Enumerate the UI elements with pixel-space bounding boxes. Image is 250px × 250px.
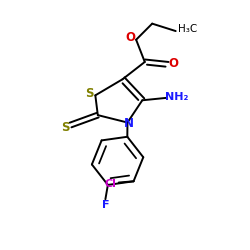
Text: S: S bbox=[61, 122, 70, 134]
Text: Cl: Cl bbox=[105, 178, 117, 188]
Text: F: F bbox=[102, 200, 109, 210]
Text: S: S bbox=[85, 87, 94, 100]
Text: H₃C: H₃C bbox=[178, 24, 197, 34]
Text: O: O bbox=[125, 31, 135, 44]
Text: N: N bbox=[124, 117, 134, 130]
Text: NH₂: NH₂ bbox=[165, 92, 188, 102]
Text: O: O bbox=[169, 58, 179, 70]
